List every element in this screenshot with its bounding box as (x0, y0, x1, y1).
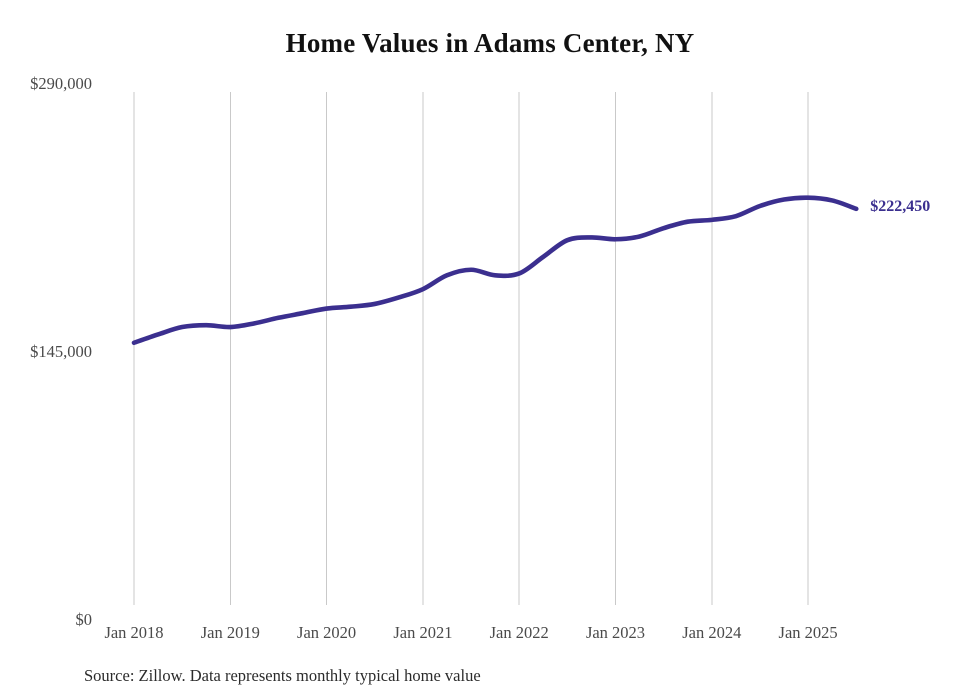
y-tick-label: $145,000 (30, 342, 92, 361)
gridlines-group (133, 92, 809, 605)
y-tick-label: $290,000 (30, 74, 92, 93)
x-tick-label: Jan 2022 (489, 623, 549, 642)
x-tick-label: Jan 2023 (585, 623, 646, 642)
x-tick-label: Jan 2024 (682, 623, 742, 642)
home-value-line-series (131, 195, 859, 346)
x-tick-label: Jan 2020 (297, 623, 357, 642)
x-tick-label: Jan 2025 (778, 623, 838, 642)
source-footnote: Source: Zillow. Data represents monthly … (84, 666, 481, 685)
end-value-label: $222,450 (870, 197, 931, 215)
x-tick-label: Jan 2021 (393, 623, 453, 642)
chart-title: Home Values in Adams Center, NY (285, 28, 695, 58)
y-tick-label: $0 (75, 610, 93, 629)
x-tick-label: Jan 2019 (200, 623, 260, 642)
x-tick-label: Jan 2018 (104, 623, 164, 642)
